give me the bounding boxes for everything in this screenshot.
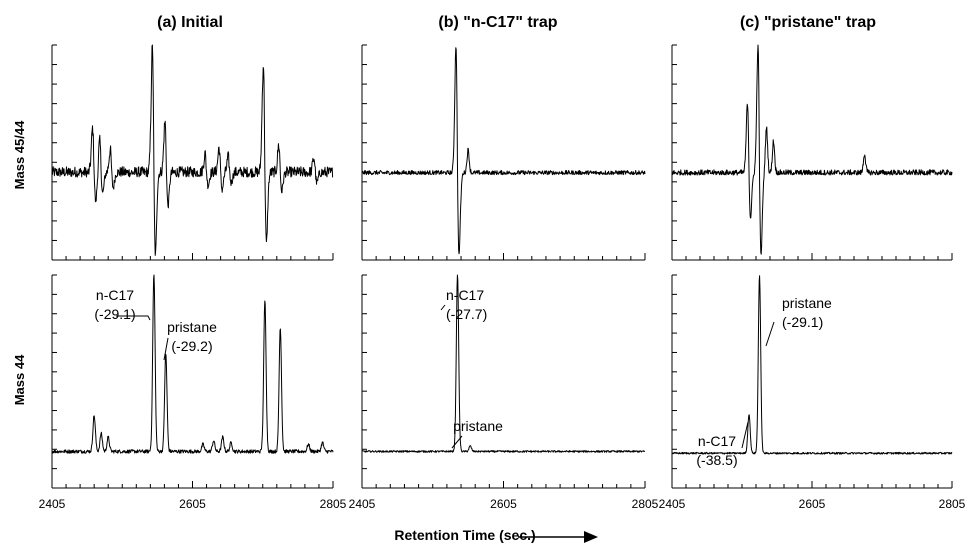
annotations-layer: n-C17 (-29.1) pristane (-29.2) n-C17 (-27.7) p… — [94, 287, 832, 468]
x-tick-label-b-2: 2805 — [632, 497, 659, 511]
axes-layer — [51, 44, 953, 489]
trace-mass44-a — [51, 274, 334, 454]
annotation-c-1-leader — [741, 421, 749, 449]
x-tick-label-c-1: 2605 — [799, 497, 826, 511]
annotation-a-1-line-0: pristane — [167, 319, 217, 335]
annotation-b-0-leader — [440, 304, 446, 311]
annotation-b-1-line-0: pristane — [453, 418, 503, 434]
x-tick-label-b-1: 2605 — [490, 497, 517, 511]
annotation-b-0-line-0: n-C17 — [446, 287, 484, 303]
row-label-ratio: Mass 45/44 — [12, 120, 27, 189]
trace-mass44-c — [671, 275, 953, 455]
annotation-a-1-line-1: (-29.2) — [171, 338, 212, 354]
panel-title-b: (b) "n-C17" trap — [438, 14, 557, 31]
trace-ratio-c — [671, 44, 953, 255]
panel-title-c: (c) "pristane" trap — [740, 14, 876, 31]
annotation-c-1-line-0: n-C17 — [698, 433, 736, 449]
panel-title-a: (a) Initial — [157, 14, 223, 31]
arrow-right-icon — [518, 531, 598, 543]
x-axis-label: Retention Time (sec.) — [394, 527, 535, 543]
trace-ratio-a — [51, 44, 334, 256]
traces-layer — [51, 44, 953, 455]
annotation-a-0-line-0: n-C17 — [96, 287, 134, 303]
tick-labels-layer: 2405 2605 2805 2405 2605 2805 2405 2605 2805 — [39, 497, 965, 511]
trace-ratio-b — [361, 47, 646, 255]
annotation-c-0-line-0: pristane — [782, 295, 832, 311]
x-tick-label-c-2: 2805 — [939, 497, 965, 511]
annotation-c-1-line-1: (-38.5) — [696, 452, 737, 468]
trace-mass44-b — [361, 274, 646, 453]
annotation-b-1-leader — [451, 435, 463, 449]
x-tick-label-b-0: 2405 — [349, 497, 376, 511]
x-tick-label-c-0: 2405 — [659, 497, 686, 511]
annotation-a-0-line-1: (-29.1) — [94, 306, 135, 322]
annotation-a-0-leader — [116, 315, 151, 321]
row-label-mass44: Mass 44 — [12, 354, 27, 405]
x-tick-label-a-1: 2605 — [179, 497, 206, 511]
x-tick-label-a-0: 2405 — [39, 497, 66, 511]
annotation-c-0-line-1: (-29.1) — [782, 314, 823, 330]
annotation-c-0-leader — [765, 321, 775, 347]
annotation-a-1-leader — [163, 337, 169, 361]
x-tick-label-a-2: 2805 — [320, 497, 347, 511]
annotation-b-0-line-1: (-27.7) — [446, 306, 487, 322]
